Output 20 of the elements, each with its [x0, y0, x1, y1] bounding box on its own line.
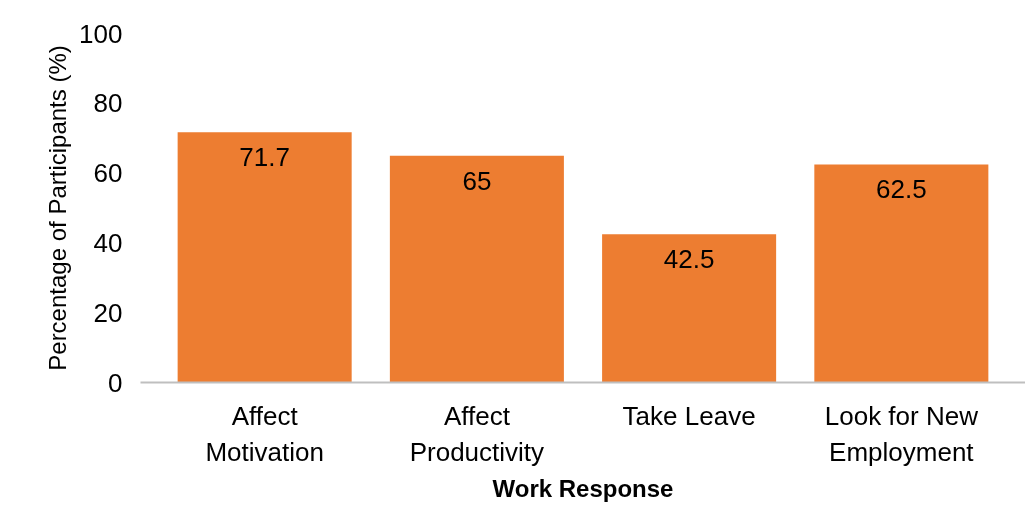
y-tick-label: 100	[79, 18, 123, 49]
bar	[389, 155, 564, 383]
y-tick-label: 0	[108, 367, 123, 398]
bar	[177, 132, 352, 383]
y-tick-label: 40	[93, 227, 123, 258]
x-tick-label: Look for New Employment	[824, 400, 979, 467]
y-axis-title: Percentage of Participants (%)	[44, 45, 72, 371]
x-tick-label: Affect Productivity	[409, 400, 545, 467]
bar	[814, 164, 989, 383]
data-label: 65	[462, 165, 492, 196]
x-tick-label: Take Leave	[622, 400, 756, 431]
y-tick-label: 60	[93, 158, 123, 189]
bar	[602, 234, 777, 383]
y-tick-label: 20	[93, 297, 123, 328]
x-axis-title: Work Response	[492, 474, 674, 502]
data-label: 42.5	[663, 244, 715, 275]
data-label: 71.7	[239, 142, 290, 173]
data-label: 62.5	[876, 174, 927, 205]
y-tick-label: 80	[93, 88, 123, 119]
x-tick-label: Affect Motivation	[205, 400, 324, 467]
